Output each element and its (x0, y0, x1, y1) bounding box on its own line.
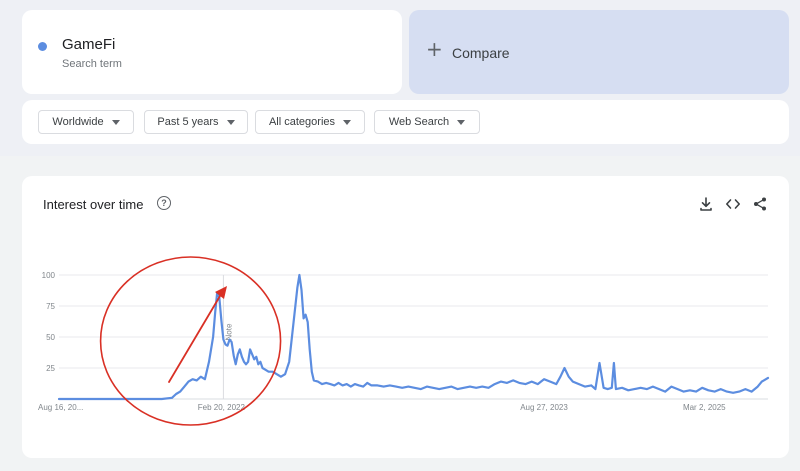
caret-down-icon (226, 119, 235, 125)
search-term-subtitle: Search term (62, 58, 122, 70)
compare-label: Compare (452, 45, 510, 61)
caret-down-icon (343, 119, 352, 125)
filter-region-dropdown[interactable]: Worldwide (38, 110, 134, 134)
filter-time-range-label: Past 5 years (157, 116, 219, 128)
x-tick-label: Aug 16, 20... (38, 403, 83, 412)
interest-line-chart: 25 50 75 100 Aug 16, 20... Feb 20, 2022 Aug 27… (38, 256, 770, 426)
red-arrow-shaft (168, 295, 221, 383)
embed-code-icon[interactable] (725, 196, 741, 212)
filter-category-label: All categories (268, 116, 336, 128)
x-tick-label: Feb 20, 2022 (198, 403, 246, 412)
download-icon[interactable] (698, 196, 714, 212)
filter-search-type-label: Web Search (388, 116, 450, 128)
help-circle-icon[interactable]: ? (157, 196, 171, 210)
search-term-name[interactable]: GameFi (62, 36, 116, 53)
annotation-label: Note (224, 323, 233, 340)
x-tick-label: Aug 27, 2023 (520, 403, 568, 412)
caret-down-icon (457, 119, 466, 125)
red-arrow-head (215, 286, 227, 299)
filter-time-range-dropdown[interactable]: Past 5 years (144, 110, 248, 134)
filter-category-dropdown[interactable]: All categories (255, 110, 365, 134)
interest-over-time-card: Interest over time ? 25 50 75 100 Aug 16, 20… (22, 176, 789, 458)
caret-down-icon (111, 119, 120, 125)
x-tick-label: Mar 2, 2025 (683, 403, 726, 412)
card-title: Interest over time (43, 197, 144, 212)
series-color-dot (38, 42, 47, 51)
y-tick-label: 25 (46, 364, 55, 373)
filter-search-type-dropdown[interactable]: Web Search (374, 110, 480, 134)
share-icon[interactable] (752, 196, 768, 212)
y-tick-label: 50 (46, 333, 55, 342)
filter-region-label: Worldwide (52, 116, 104, 128)
y-tick-label: 100 (42, 271, 56, 280)
series-line (57, 273, 770, 401)
filter-bar: Worldwide Past 5 years All categories We… (22, 100, 789, 144)
search-term-card[interactable]: GameFi Search term (22, 10, 402, 94)
compare-button[interactable]: + Compare (409, 10, 789, 94)
red-circle-overlay (99, 256, 282, 426)
y-tick-label: 75 (46, 302, 55, 311)
plus-icon: + (426, 37, 443, 61)
